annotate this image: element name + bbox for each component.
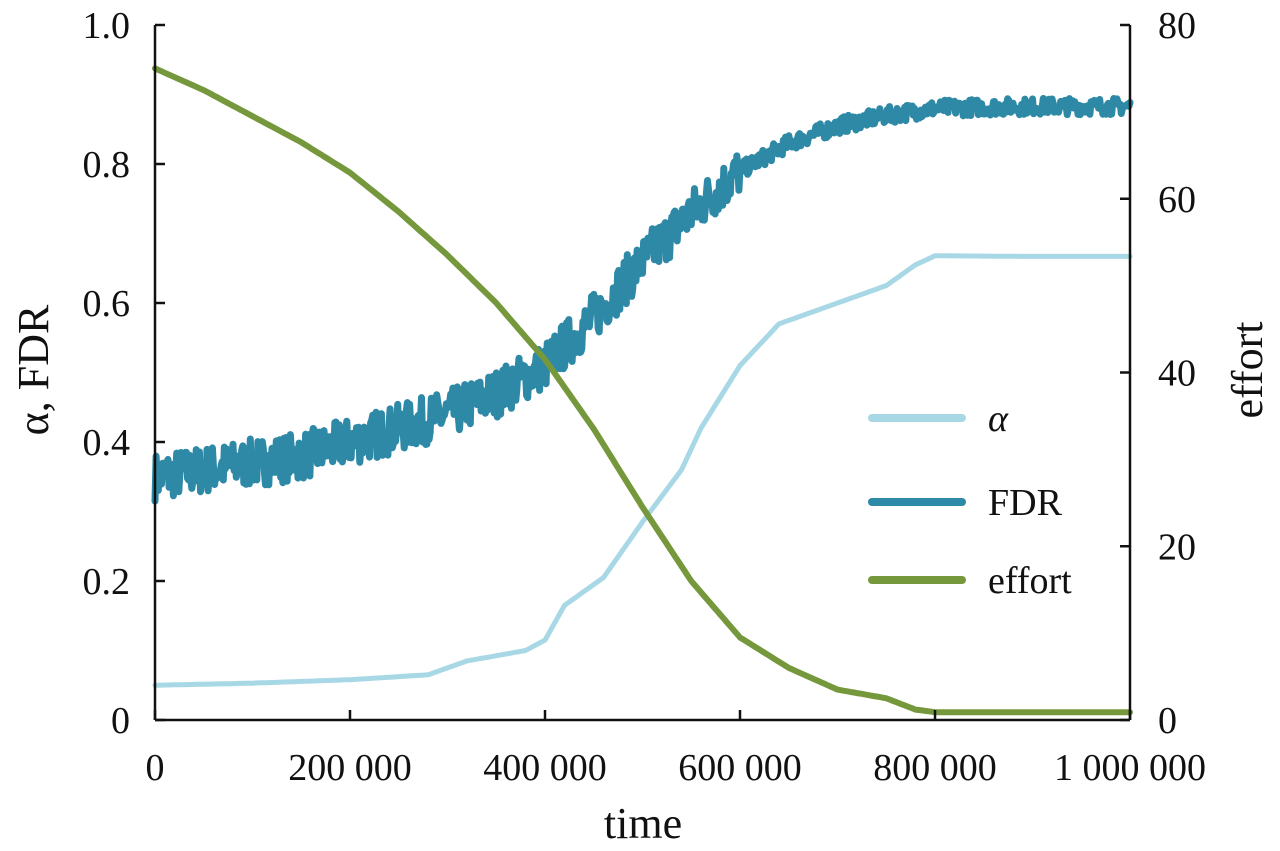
y-right-tick-label: 20 (1158, 526, 1196, 568)
y-left-tick-label: 0.4 (83, 422, 131, 464)
legend-label-alpha: α (988, 398, 1009, 440)
legend: α FDR effort (868, 398, 1072, 602)
y-left-tick-label: 0.6 (83, 283, 131, 325)
series-line-fdr (151, 95, 1134, 505)
plot-lines (151, 65, 1134, 716)
y-right-tick-label: 60 (1158, 179, 1196, 221)
y-left-tick-label: 0 (111, 700, 130, 742)
axes (153, 23, 1132, 722)
y-right-tick-label: 0 (1158, 700, 1177, 742)
x-axis-title: time (604, 799, 682, 848)
y-right-tick-label: 80 (1158, 5, 1196, 47)
series-line-effort (152, 65, 1133, 716)
x-tick-label: 1 000 000 (1054, 747, 1206, 789)
x-tick-label: 400 000 (483, 747, 607, 789)
series-line-alpha (152, 253, 1133, 688)
x-tick-label: 0 (146, 747, 165, 789)
x-tick-label: 800 000 (873, 747, 997, 789)
y-left-tick-label: 1.0 (83, 5, 131, 47)
y-left-tick-label: 0.8 (83, 144, 131, 186)
x-tick-label: 600 000 (678, 747, 802, 789)
legend-label-fdr: FDR (988, 482, 1063, 524)
legend-label-effort: effort (988, 560, 1072, 602)
y-left-axis-title: α, FDR (9, 304, 58, 435)
tick-labels: 0 200 000 400 000 600 000 800 000 1 000 00000… (83, 5, 1207, 789)
y-left-tick-label: 0.2 (83, 561, 131, 603)
x-tick-label: 200 000 (288, 747, 412, 789)
y-right-tick-label: 40 (1158, 353, 1196, 395)
y-right-axis-title: effort (1223, 322, 1272, 419)
